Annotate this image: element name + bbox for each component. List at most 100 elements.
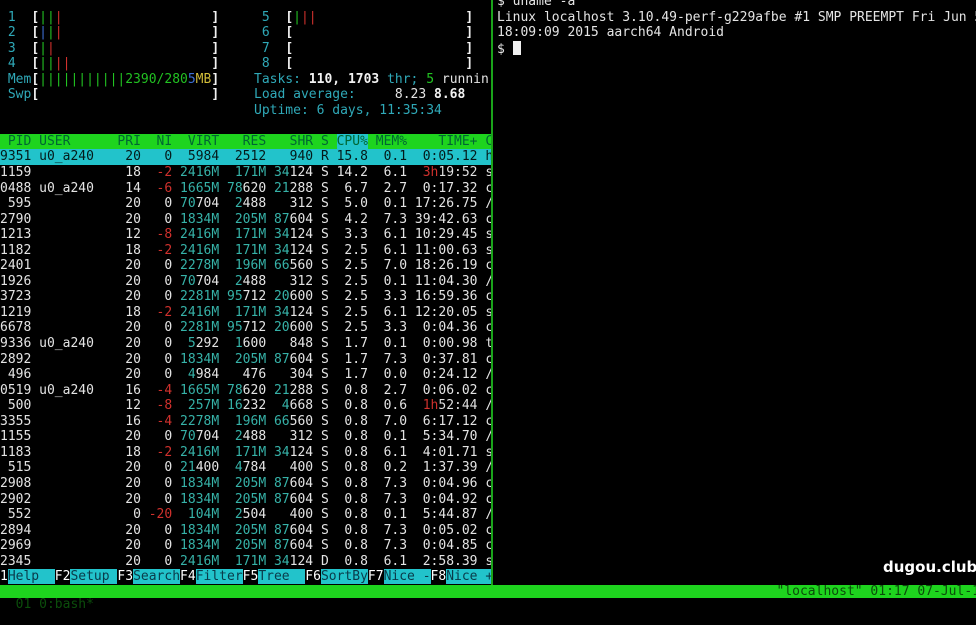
cell-ni: 0 xyxy=(149,289,172,304)
cell-time: 0:05.12 xyxy=(415,149,478,164)
column-header-cpu[interactable]: CPU% xyxy=(337,134,368,149)
cell-shr: 87 xyxy=(274,476,290,491)
table-row[interactable]: 9336 u0_a240 20 0 5292 1600 848 S 1.7 0.… xyxy=(0,336,491,352)
tree-button[interactable]: F5Tree xyxy=(243,569,306,584)
gap xyxy=(329,414,337,429)
column-header-ni[interactable]: NI xyxy=(149,134,172,149)
table-row[interactable]: 2790 20 0 1834M 205M 87604 S 4.2 7.3 39:… xyxy=(0,212,491,228)
function-label: Setup xyxy=(70,569,117,584)
cell-virt: 2278M xyxy=(180,258,219,273)
gap xyxy=(172,289,180,304)
gap xyxy=(172,476,180,491)
nice--button[interactable]: F7Nice - xyxy=(368,569,431,584)
table-row[interactable]: 595 20 0 70704 2488 312 S 5.0 0.1 17:26.… xyxy=(0,196,491,212)
running-label: runnin xyxy=(442,72,489,87)
process-table[interactable]: PID USER PRI NI VIRT RES SHR S CPU% MEM%… xyxy=(0,134,491,569)
column-header-pid[interactable]: PID xyxy=(0,134,31,149)
table-row[interactable]: 0488 u0_a240 14 -6 1665M 78620 21288 S 6… xyxy=(0,181,491,197)
table-row[interactable]: 500 12 -8 257M 16232 4668 S 0.8 0.6 1h52… xyxy=(0,398,491,414)
table-row[interactable]: 2894 20 0 1834M 205M 87604 S 0.8 7.3 0:0… xyxy=(0,523,491,539)
gap xyxy=(407,367,415,382)
cell-time: 0:04.92 xyxy=(415,492,478,507)
search-button[interactable]: F3Search xyxy=(117,569,180,584)
gap xyxy=(368,507,376,522)
gap xyxy=(368,398,376,413)
cell-virt: 1665M xyxy=(180,383,219,398)
terminal-line: 18:09:09 2015 aarch64 Android xyxy=(497,25,976,41)
filter-button[interactable]: F4Filter xyxy=(180,569,243,584)
prompt-line[interactable]: $ xyxy=(497,41,976,57)
table-row[interactable]: 1213 12 -8 2416M 171M 34124 S 3.3 6.1 10… xyxy=(0,227,491,243)
table-row[interactable]: 2345 20 0 2416M 171M 34124 D 0.8 6.1 2:5… xyxy=(0,554,491,570)
column-header-shr[interactable]: SHR xyxy=(274,134,313,149)
setup-button[interactable]: F2Setup xyxy=(55,569,118,584)
column-header-pri[interactable]: PRI xyxy=(117,134,140,149)
gap xyxy=(141,445,149,460)
table-row[interactable]: 1155 20 0 70704 2488 312 S 0.8 0.1 5:34.… xyxy=(0,429,491,445)
table-row[interactable]: 1159 18 -2 2416M 171M 34124 S 14.2 6.1 3… xyxy=(0,165,491,181)
gap xyxy=(31,460,39,475)
function-key: F6 xyxy=(305,569,321,584)
gap xyxy=(31,507,39,522)
table-row[interactable]: 1219 18 -2 2416M 171M 34124 S 2.5 6.1 12… xyxy=(0,305,491,321)
table-row[interactable]: 1926 20 0 70704 2488 312 S 2.5 0.1 11:04… xyxy=(0,274,491,290)
column-header-mem[interactable]: MEM% xyxy=(376,134,407,149)
gap xyxy=(219,538,227,553)
function-label: Search xyxy=(133,569,180,584)
table-row[interactable]: 496 20 0 4984 476 304 S 1.7 0.0 0:24.12 … xyxy=(0,367,491,383)
column-header-s[interactable]: S xyxy=(321,134,329,149)
table-row[interactable]: 2401 20 0 2278M 196M 66560 S 2.5 7.0 18:… xyxy=(0,258,491,274)
cell-user xyxy=(39,320,109,335)
gap xyxy=(266,289,274,304)
table-row[interactable]: 2969 20 0 1834M 205M 87604 S 0.8 7.3 0:0… xyxy=(0,538,491,554)
gap xyxy=(172,492,180,507)
gap xyxy=(368,196,376,211)
bar-space xyxy=(63,25,212,40)
table-row[interactable]: 515 20 0 21400 4784 400 S 0.8 0.2 1:37.3… xyxy=(0,460,491,476)
gap xyxy=(266,476,274,491)
bar-space xyxy=(55,41,212,56)
table-row[interactable]: 3723 20 0 2281M 95712 20600 S 2.5 3.3 16… xyxy=(0,289,491,305)
table-row[interactable]: 2902 20 0 1834M 205M 87604 S 0.8 7.3 0:0… xyxy=(0,492,491,508)
gap xyxy=(329,274,337,289)
cell-res: 171M xyxy=(227,165,266,180)
cell-pid: 552 xyxy=(0,507,31,522)
gap xyxy=(266,274,274,289)
cell-res: 2 xyxy=(227,429,243,444)
help-button[interactable]: 1Help xyxy=(0,569,55,584)
gap xyxy=(219,165,227,180)
sortby-button[interactable]: F6SortBy xyxy=(305,569,368,584)
gap xyxy=(313,398,321,413)
terminal-line: $ uname -a xyxy=(497,0,976,10)
cpu-bar-segment: | xyxy=(39,56,47,71)
cell-ni: 0 xyxy=(149,336,172,351)
cell-s: S xyxy=(321,243,329,258)
cell-s: S xyxy=(321,227,329,242)
table-row[interactable]: 6678 20 0 2281M 95712 20600 S 2.5 3.3 0:… xyxy=(0,320,491,336)
table-row[interactable]: 1182 18 -2 2416M 171M 34124 S 2.5 6.1 11… xyxy=(0,243,491,259)
nice--button[interactable]: F8Nice + xyxy=(431,569,491,584)
pane-divider[interactable] xyxy=(491,0,493,585)
column-header-time[interactable]: TIME+ xyxy=(415,134,478,149)
table-row[interactable]: 0519 u0_a240 16 -4 1665M 78620 21288 S 0… xyxy=(0,383,491,399)
gap xyxy=(172,181,180,196)
cell-res: 488 xyxy=(243,274,266,289)
gap xyxy=(368,181,376,196)
gap xyxy=(172,243,180,258)
column-header-user[interactable]: USER xyxy=(39,134,109,149)
function-key: F7 xyxy=(368,569,384,584)
gap xyxy=(219,274,227,289)
column-header-res[interactable]: RES xyxy=(227,134,266,149)
cell-pri: 18 xyxy=(117,445,140,460)
table-row[interactable]: 2892 20 0 1834M 205M 87604 S 1.7 7.3 0:3… xyxy=(0,352,491,368)
table-row[interactable]: 2908 20 0 1834M 205M 87604 S 0.8 7.3 0:0… xyxy=(0,476,491,492)
table-row[interactable]: 3355 16 -4 2278M 196M 66560 S 0.8 7.0 6:… xyxy=(0,414,491,430)
cpu-label: 2 xyxy=(0,25,31,40)
shell-pane[interactable]: $ uname -a Linux localhost 3.10.49-perf-… xyxy=(497,0,976,56)
column-header-virt[interactable]: VIRT xyxy=(180,134,219,149)
table-row[interactable]: 1183 18 -2 2416M 171M 34124 S 0.8 6.1 4:… xyxy=(0,445,491,461)
cpu-label: 6 xyxy=(254,25,285,40)
table-row[interactable]: 552 0 -20 104M 2504 400 S 0.8 0.1 5:44.8… xyxy=(0,507,491,523)
window-list[interactable]: 01 0:bash* xyxy=(16,597,94,612)
table-row[interactable]: 9351 u0_a240 20 0 5984 2512 940 R 15.8 0… xyxy=(0,149,491,165)
